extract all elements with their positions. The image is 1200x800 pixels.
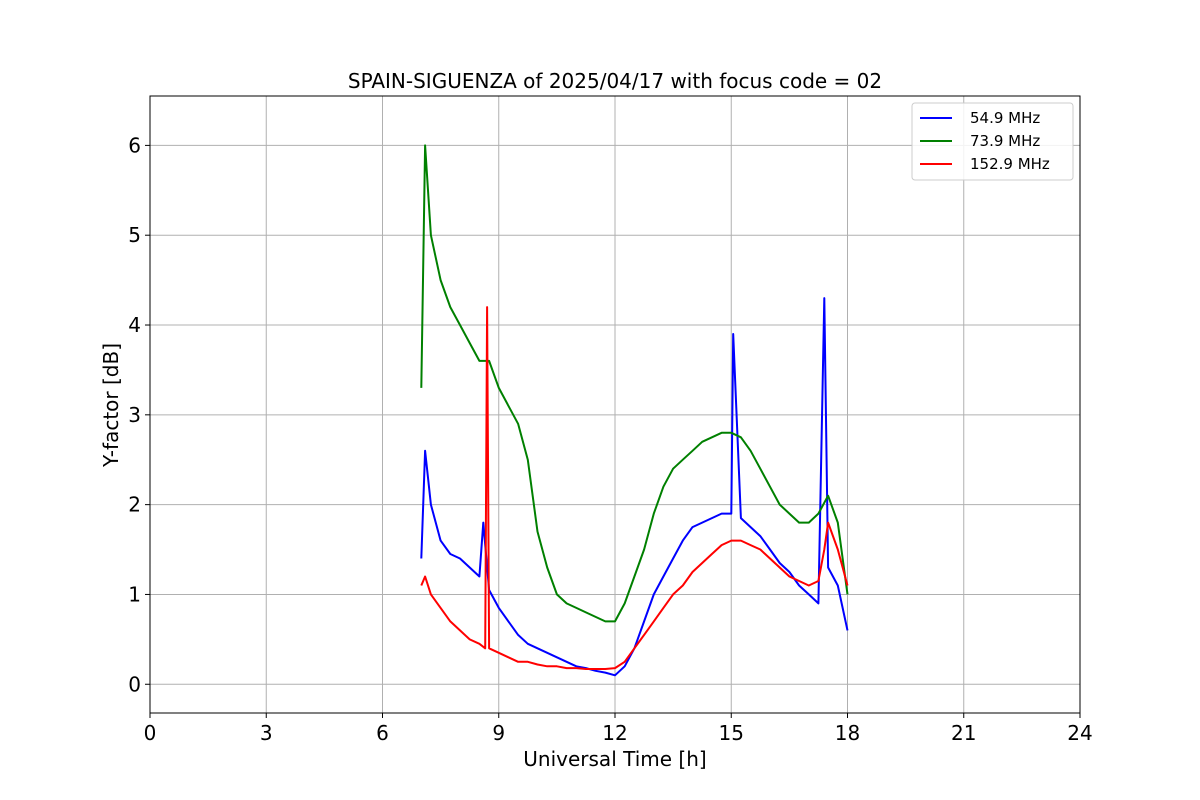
y-tick-label: 5 — [128, 223, 141, 247]
legend: 54.9 MHz 73.9 MHz 152.9 MHz — [911, 102, 1074, 181]
x-tick-label: 9 — [492, 721, 505, 745]
x-tick-label: 0 — [144, 721, 157, 745]
legend-label: 152.9 MHz — [970, 155, 1050, 173]
y-axis-ticks: 0 1 2 3 4 5 6 — [128, 133, 150, 696]
x-tick-label: 3 — [260, 721, 273, 745]
series-layer — [420, 144, 849, 677]
x-tick-label: 15 — [719, 721, 744, 745]
y-tick-label: 4 — [128, 313, 141, 337]
x-tick-label: 6 — [376, 721, 389, 745]
y-tick-label: 1 — [128, 582, 141, 606]
x-tick-label: 12 — [602, 721, 627, 745]
series-line-73-9-mhz — [420, 144, 849, 623]
series-line-152-9-mhz — [420, 306, 849, 670]
y-tick-label: 0 — [128, 672, 141, 696]
y-tick-label: 2 — [128, 493, 141, 517]
y-axis-label: Y-factor [dB] — [99, 343, 123, 468]
x-axis-ticks: 0 3 6 9 12 15 18 21 24 — [144, 713, 1093, 745]
chart-title: SPAIN-SIGUENZA of 2025/04/17 with focus … — [348, 69, 882, 93]
legend-box — [911, 102, 1074, 181]
legend-label: 54.9 MHz — [970, 109, 1040, 127]
x-tick-label: 21 — [951, 721, 976, 745]
x-tick-label: 24 — [1067, 721, 1092, 745]
y-tick-label: 6 — [128, 133, 141, 157]
x-tick-label: 18 — [835, 721, 860, 745]
x-axis-label: Universal Time [h] — [523, 747, 706, 771]
legend-label: 73.9 MHz — [970, 132, 1040, 150]
y-tick-label: 3 — [128, 403, 141, 427]
